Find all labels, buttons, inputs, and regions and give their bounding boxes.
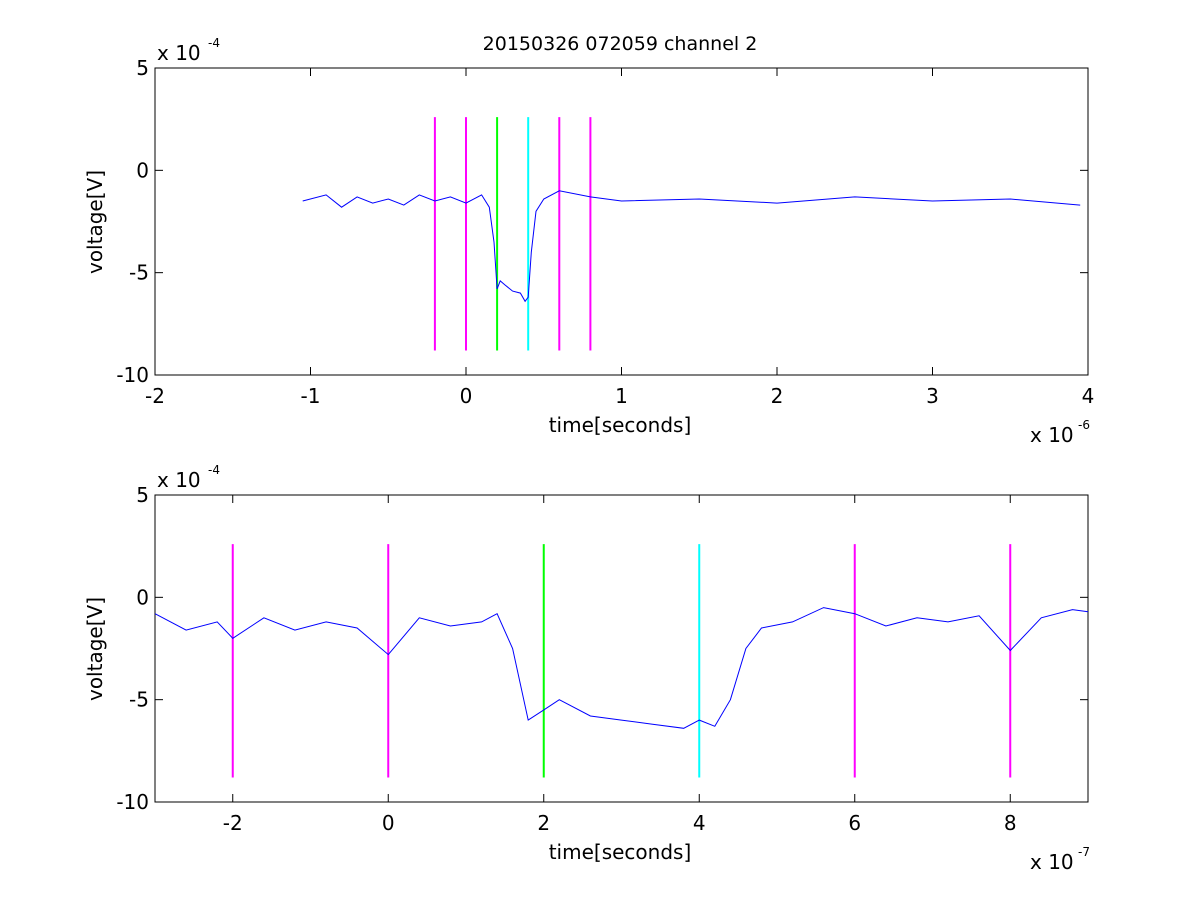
top-plot: -2 -1 0 1 2 3 450-5-10 time[seconds] voltage[V… [83,36,1094,447]
bottom-plot-ylabel: voltage[V] [83,597,107,701]
top-plot-axes-box [154,67,1089,376]
top-plot-ticks: -2 -1 0 1 2 3 450-5-10 [116,56,1094,408]
bottom-plot-axes-box [154,494,1089,803]
top-plot-ytick-label: -10 [116,363,149,387]
bottom-plot-xtick-label: 8 [1004,811,1017,835]
figure-title: 20150326 072059 channel 2 [483,33,758,55]
top-plot-ytick-label: 0 [136,158,149,182]
bottom-plot-ytick-label: 0 [136,585,149,609]
top-plot-y-exponent: -4 [208,36,220,50]
bottom-plot-xtick-label: 6 [848,811,861,835]
bottom-plot-y-exponent-base: x 10 [157,468,201,492]
bottom-plot-ytick-label: -10 [116,790,149,814]
bottom-plot-xtick-label: 0 [382,811,395,835]
bottom-plot-xtick-label: 4 [693,811,706,835]
bottom-plot-xtick-label: 2 [537,811,550,835]
top-plot-ylabel: voltage[V] [83,170,107,274]
top-plot-xtick-label: 2 [771,384,784,408]
top-plot-xtick-label: 4 [1082,384,1095,408]
top-plot-xlabel: time[seconds] [549,413,692,437]
top-plot-ytick-label: -5 [129,261,149,285]
top-plot-x-exponent-base: x 10 [1030,423,1074,447]
top-plot-xtick-label: 0 [460,384,473,408]
bottom-plot-ticks: -2 0 2 4 6 8 5 0 -5 -10 [116,483,1088,835]
top-plot-y-exponent-base: x 10 [157,41,201,65]
bottom-plot-xtick-label: -2 [223,811,243,835]
bottom-plot-signal-line [154,607,1089,729]
bottom-plot-marker-lines [231,544,1012,778]
bottom-plot-x-exponent-base: x 10 [1030,850,1074,874]
top-plot-x-exponent: -6 [1078,418,1090,432]
top-plot-xtick-label: -1 [301,384,321,408]
bottom-plot-y-exponent: -4 [208,463,220,477]
bottom-plot: -2 0 2 4 6 850-5-10 time[seconds] voltage[V] … [83,463,1090,874]
bottom-plot-xlabel: time[seconds] [549,840,692,864]
top-plot-xtick-label: -2 [145,384,165,408]
bottom-plot-x-exponent: -7 [1078,845,1090,859]
top-plot-xtick-label: 3 [926,384,939,408]
top-plot-marker-lines [433,117,592,351]
top-plot-xtick-label: 1 [615,384,628,408]
top-plot-ytick-label: 5 [136,56,149,80]
top-plot-signal-line [302,190,1081,303]
bottom-plot-ytick-label: -5 [129,688,149,712]
bottom-plot-ytick-label: 5 [136,483,149,507]
top-plot-signal [302,190,1081,303]
bottom-plot-signal [154,607,1089,729]
